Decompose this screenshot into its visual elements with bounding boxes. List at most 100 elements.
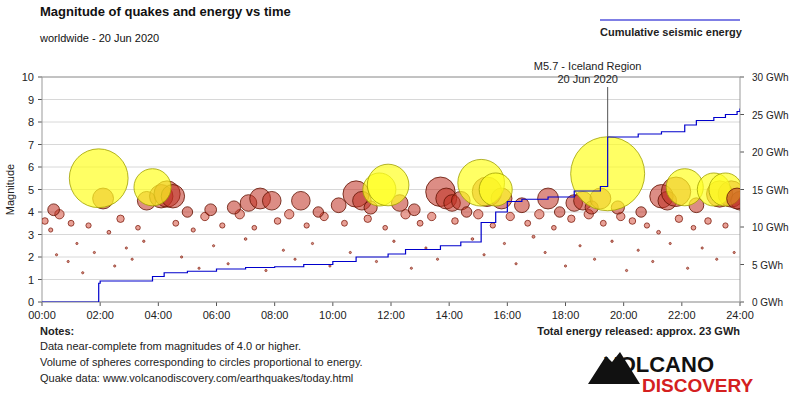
grid-line	[42, 257, 740, 258]
quake-bubble	[182, 207, 192, 217]
quake-bubble	[600, 220, 606, 226]
quake-bubble	[93, 251, 95, 253]
quake-bubble	[134, 169, 171, 206]
quake-bubble	[367, 164, 409, 206]
quake-bubble	[452, 218, 459, 225]
x-tick-label: 18:00	[552, 309, 580, 321]
quake-bubble	[506, 212, 514, 220]
tick-mark	[42, 302, 43, 306]
x-tick-label: 06:00	[203, 309, 231, 321]
quake-bubble	[49, 228, 53, 232]
tick-mark	[38, 122, 42, 123]
tick-mark	[158, 302, 159, 306]
quake-bubble	[364, 215, 371, 222]
y-tick-label: 0	[28, 296, 34, 308]
quake-bubble	[125, 247, 127, 249]
quake-bubble	[42, 218, 48, 225]
y2-tick-label: 30 GWh	[752, 72, 789, 83]
quake-bubble	[48, 204, 60, 216]
quake-bubble	[131, 258, 133, 260]
tick-mark	[38, 212, 42, 213]
quake-bubble	[474, 210, 483, 219]
y2-tick-label: 10 GWh	[752, 222, 789, 233]
quake-bubble	[552, 225, 557, 230]
quake-bubble	[285, 210, 294, 219]
legend-text: Cumulative seismic energy	[600, 26, 743, 38]
grid-line	[42, 279, 740, 280]
quake-bubble	[675, 215, 682, 222]
y-tick-label: 5	[28, 184, 34, 196]
quake-bubble	[417, 220, 423, 226]
quake-bubble	[461, 207, 471, 217]
tick-mark	[740, 189, 744, 190]
quake-bubble	[535, 210, 544, 219]
tick-mark	[565, 302, 566, 306]
grid-line	[42, 234, 740, 235]
y2-tick-label: 20 GWh	[752, 147, 789, 158]
tick-mark	[681, 302, 682, 306]
quake-bubble	[68, 220, 74, 226]
quake-bubble	[244, 238, 247, 241]
quake-bubble	[625, 269, 627, 271]
quake-bubble	[227, 263, 229, 265]
quake-bubble	[544, 251, 546, 253]
quake-bubble	[349, 251, 351, 253]
notes-title: Notes:	[40, 325, 74, 337]
quake-bubble	[292, 191, 311, 210]
quake-bubble	[669, 242, 671, 244]
quake-bubble	[173, 220, 179, 226]
tick-mark	[740, 152, 744, 153]
y2-tick-label: 5 GWh	[752, 260, 783, 271]
quake-bubble	[69, 149, 128, 208]
quake-bubble	[532, 235, 535, 238]
quake-bubble	[86, 223, 91, 228]
note: Volume of spheres corresponding to circl…	[40, 356, 363, 368]
quake-bubble	[76, 242, 78, 244]
energy-line	[42, 109, 740, 303]
quake-bubble	[114, 265, 116, 267]
y-tick-label: 9	[28, 94, 34, 106]
quake-bubble	[143, 240, 145, 242]
quake-bubble	[393, 240, 395, 242]
logo-text: DISCOVERY	[642, 375, 754, 396]
x-tick-label: 14:00	[435, 309, 463, 321]
tick-mark	[38, 279, 42, 280]
quake-bubble	[428, 212, 436, 220]
tick-mark	[740, 302, 744, 303]
y-axis-label: Magnitude	[4, 164, 16, 215]
x-tick-label: 04:00	[145, 309, 173, 321]
quake-bubble	[503, 242, 505, 244]
background	[0, 0, 800, 400]
quake-bubble	[652, 260, 654, 262]
quake-bubble	[82, 272, 84, 274]
quake-bubble	[716, 258, 718, 260]
tick-mark	[449, 302, 450, 306]
tick-mark	[100, 302, 101, 306]
quake-bubble	[220, 223, 225, 228]
annotation-text: 20 Jun 2020	[557, 73, 618, 85]
quake-bubble	[515, 263, 517, 265]
quake-bubble	[657, 230, 661, 234]
quake-bubble	[425, 247, 427, 249]
tick-mark	[391, 302, 392, 306]
quake-bubble	[383, 225, 388, 230]
quake-bubble	[67, 260, 69, 262]
quake-bubble	[483, 254, 485, 256]
y-tick-label: 1	[28, 274, 34, 286]
tick-mark	[38, 77, 42, 78]
tick-mark	[38, 257, 42, 258]
grid-line	[42, 122, 740, 123]
quake-bubble	[471, 238, 474, 241]
quake-bubble	[691, 225, 696, 230]
quake-bubble	[136, 225, 141, 230]
quake-bubble	[191, 228, 195, 232]
note: Data near-complete from magnitudes of 4.…	[40, 340, 301, 352]
title: Magnitude of quakes and energy vs time	[40, 4, 291, 19]
y-tick-label: 3	[28, 229, 34, 241]
tick-mark	[740, 227, 744, 228]
grid-line	[42, 99, 740, 100]
logo-text: VOLCANO	[604, 352, 714, 377]
quake-bubble	[636, 207, 646, 217]
x-tick-label: 02:00	[86, 309, 114, 321]
y-tick-label: 2	[28, 251, 34, 263]
